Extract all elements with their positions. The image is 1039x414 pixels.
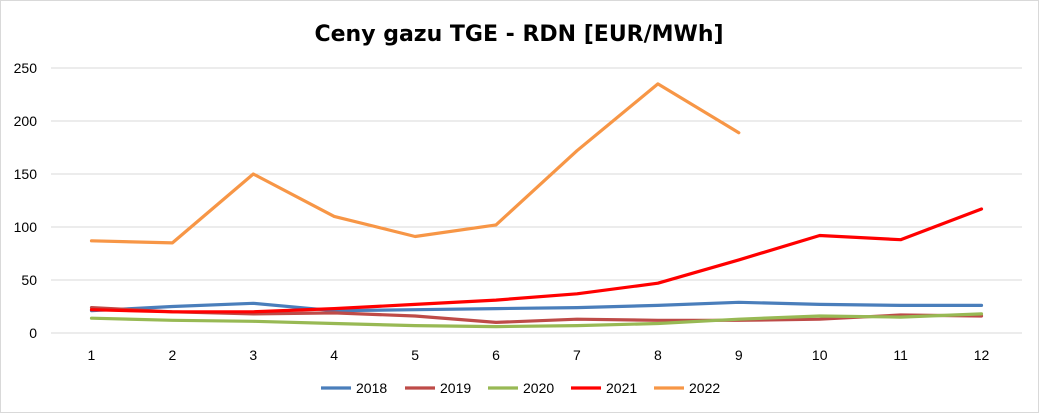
legend-label-2018: 2018	[356, 380, 387, 396]
x-tick-label: 12	[974, 347, 990, 363]
legend-label-2021: 2021	[606, 380, 637, 396]
series-lines	[89, 82, 984, 329]
x-tick-label: 2	[168, 347, 176, 363]
series-line-2021	[89, 207, 984, 314]
chart-title: Ceny gazu TGE - RDN [EUR/MWh]	[314, 22, 723, 47]
series-line-2018	[89, 300, 984, 313]
x-tick-label: 10	[812, 347, 828, 363]
x-tick-label: 7	[573, 347, 581, 363]
y-tick-label: 50	[21, 272, 37, 288]
y-tick-label: 150	[14, 166, 38, 182]
series-line-2019	[89, 306, 984, 324]
x-axis-ticks: 1 2 3 4 5 6 7 8 9 10 11 12	[88, 347, 990, 363]
x-tick-label: 11	[893, 347, 908, 363]
legend-label-2019: 2019	[440, 380, 471, 396]
y-tick-label: 250	[14, 60, 38, 76]
x-tick-label: 8	[654, 347, 662, 363]
series-line-2020	[89, 312, 984, 329]
x-tick-label: 9	[735, 347, 743, 363]
x-tick-label: 4	[330, 347, 338, 363]
y-axis-ticks: 0 50 100 150 200 250	[14, 60, 38, 341]
gridlines	[51, 67, 1022, 334]
x-tick-label: 3	[249, 347, 257, 363]
y-tick-label: 200	[14, 113, 38, 129]
x-tick-label: 6	[492, 347, 500, 363]
x-tick-label: 1	[88, 347, 96, 363]
series-line-2022	[89, 82, 741, 245]
legend-label-2020: 2020	[523, 380, 554, 396]
legend: 2018 2019 2020 2021 2022	[321, 380, 720, 396]
legend-label-2022: 2022	[689, 380, 720, 396]
y-tick-label: 0	[29, 325, 37, 341]
y-tick-label: 100	[14, 219, 38, 235]
x-tick-label: 5	[411, 347, 419, 363]
